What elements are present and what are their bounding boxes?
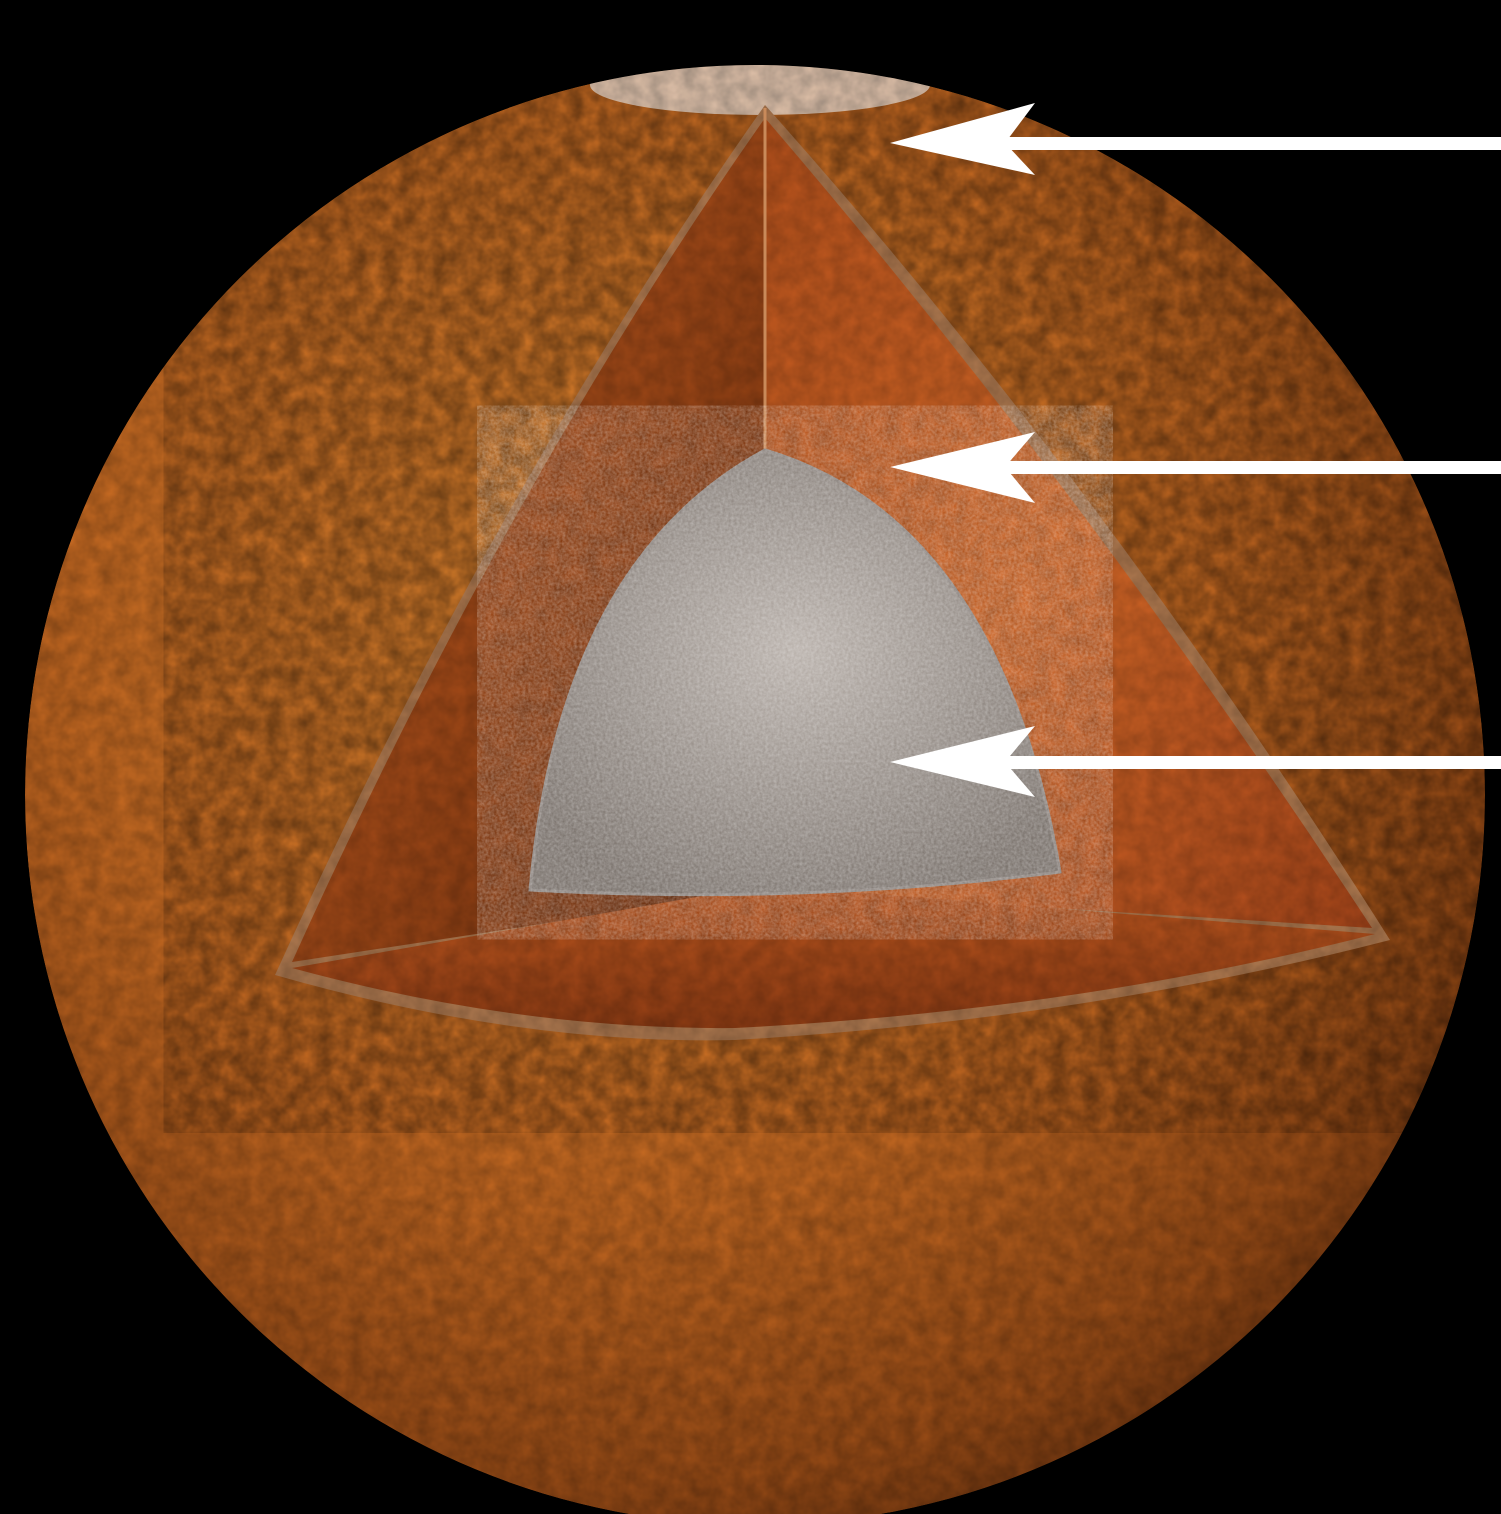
arrow-shaft	[1000, 756, 1501, 769]
arrow-head	[890, 726, 1035, 797]
core-texture	[530, 450, 1060, 895]
arrow-shaft	[1000, 461, 1501, 474]
arrow-head	[890, 432, 1035, 503]
arrow-head	[890, 103, 1035, 175]
arrow-shaft	[1000, 137, 1501, 150]
arrows	[890, 103, 1501, 797]
